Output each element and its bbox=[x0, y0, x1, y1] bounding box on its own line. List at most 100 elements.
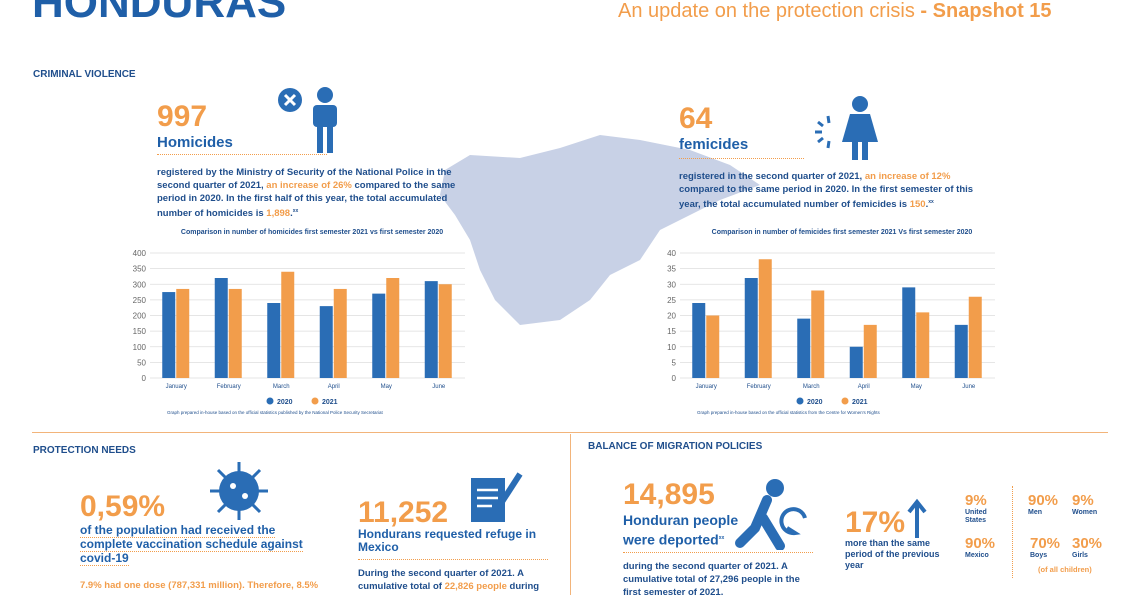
footnote: xx bbox=[292, 208, 299, 214]
stat-number: 0,59% bbox=[80, 490, 166, 523]
bar bbox=[692, 303, 706, 378]
x-tick-label: March bbox=[803, 384, 820, 390]
stat-label: Homicides bbox=[157, 134, 327, 155]
chart-title: Comparison in number of femicides first … bbox=[712, 229, 973, 236]
stat-number: 997 bbox=[157, 100, 208, 133]
stat-number: 17% bbox=[845, 506, 906, 539]
stat-number: 11,252 bbox=[358, 496, 449, 529]
deport-icon bbox=[735, 479, 807, 550]
bar bbox=[902, 287, 916, 378]
text: . bbox=[925, 199, 929, 211]
stat: 90% Mexico bbox=[965, 535, 1005, 560]
bar bbox=[319, 306, 333, 378]
stat-text: more than the same period of the previou… bbox=[845, 538, 940, 570]
y-tick-label: 0 bbox=[142, 374, 147, 383]
y-tick-label: 150 bbox=[133, 327, 147, 336]
text: registered by the Ministry of Security o… bbox=[157, 167, 452, 191]
highlight: 1,898 bbox=[266, 208, 291, 220]
chart: Comparison in number of femicides first … bbox=[667, 229, 995, 415]
separator bbox=[1012, 486, 1013, 578]
chart: Comparison in number of homicides first … bbox=[133, 229, 465, 415]
text: compared to the same period in 2020. In … bbox=[157, 180, 456, 220]
highlight: 22,826 people bbox=[444, 581, 507, 592]
text: Honduran people were deported bbox=[623, 512, 739, 548]
stat-label: Hondurans requested refuge in Mexico bbox=[358, 528, 548, 560]
bar bbox=[386, 278, 400, 378]
text: during bbox=[506, 581, 540, 592]
stat-value: 9% bbox=[1072, 492, 1094, 509]
y-tick-label: 250 bbox=[133, 296, 147, 305]
icon bbox=[815, 96, 878, 160]
footnote: xx bbox=[928, 199, 934, 205]
bar bbox=[706, 315, 720, 378]
document-icon bbox=[471, 472, 523, 522]
stat-number: 64 bbox=[679, 102, 713, 135]
stat-text: during the second quarter of 2021. A cum… bbox=[623, 561, 800, 595]
stat-label: Mexico bbox=[965, 552, 989, 559]
y-tick-label: 20 bbox=[667, 312, 676, 321]
subtitle-bold: - Snapshot 15 bbox=[920, 0, 1052, 22]
stat-label: femicides bbox=[679, 136, 804, 159]
stat-text: registered by the Ministry of Security o… bbox=[157, 166, 457, 220]
stat-label: Women bbox=[1072, 509, 1098, 516]
x-tick-label: May bbox=[911, 384, 922, 390]
text: registered in the second quarter of 2021… bbox=[679, 171, 865, 182]
y-tick-label: 100 bbox=[133, 343, 147, 352]
section-heading: CRIMINAL VIOLENCE bbox=[33, 69, 136, 80]
x-tick-label: June bbox=[432, 384, 446, 390]
x-tick-label: April bbox=[858, 384, 870, 390]
bar bbox=[916, 312, 930, 378]
legend-marker bbox=[841, 397, 849, 405]
subtitle-text: An update on the protection crisis bbox=[618, 0, 915, 22]
y-tick-label: 0 bbox=[672, 374, 677, 383]
arrow-icon bbox=[907, 498, 927, 538]
x-tick-label: January bbox=[166, 384, 187, 390]
text: compared to the same period in 2020. In … bbox=[679, 184, 974, 211]
legend-label: 2021 bbox=[852, 399, 868, 406]
y-tick-label: 40 bbox=[667, 249, 676, 258]
text: . bbox=[290, 208, 293, 220]
bar bbox=[214, 278, 228, 378]
legend-label: 2020 bbox=[807, 399, 823, 406]
stat-value: 9% bbox=[965, 492, 987, 509]
y-tick-label: 200 bbox=[133, 312, 147, 321]
bar bbox=[438, 284, 452, 378]
title: HONDURAS bbox=[32, 0, 287, 27]
highlight: 150 bbox=[909, 199, 926, 211]
stat: 90% Men bbox=[1028, 492, 1068, 517]
note: 7.9% had one dose (787,331 million). The… bbox=[80, 580, 319, 591]
bar bbox=[281, 271, 295, 378]
bar bbox=[811, 290, 825, 378]
map-shape bbox=[440, 135, 760, 325]
virus-icon bbox=[210, 462, 268, 520]
legend-marker bbox=[266, 397, 274, 405]
bar bbox=[162, 292, 176, 378]
y-tick-label: 25 bbox=[667, 296, 676, 305]
stat-label: Men bbox=[1028, 509, 1042, 516]
bar bbox=[744, 278, 758, 378]
bar bbox=[863, 324, 877, 378]
y-tick-label: 350 bbox=[133, 265, 147, 274]
stat: 9% United States bbox=[965, 492, 1005, 525]
subtitle: An update on the protection crisis - Sna… bbox=[618, 0, 1052, 23]
icon bbox=[278, 87, 337, 153]
bar bbox=[424, 281, 438, 378]
divider bbox=[570, 434, 571, 595]
stat-value: 90% bbox=[1028, 492, 1059, 509]
section-heading: BALANCE OF MIGRATION POLICIES bbox=[588, 441, 763, 452]
y-tick-label: 15 bbox=[667, 327, 676, 336]
y-tick-label: 300 bbox=[133, 280, 147, 289]
stat-label: Girls bbox=[1072, 552, 1088, 559]
stat: 70% Boys bbox=[1030, 535, 1070, 560]
highlight: an increase of 26% bbox=[266, 180, 352, 191]
x-tick-label: January bbox=[696, 384, 717, 390]
bar bbox=[954, 324, 968, 378]
legend-marker bbox=[311, 397, 319, 405]
y-tick-label: 10 bbox=[667, 343, 676, 352]
stat: 30% Girls bbox=[1072, 535, 1112, 560]
footnote: xx bbox=[718, 535, 725, 541]
x-tick-label: March bbox=[273, 384, 290, 390]
bar bbox=[968, 296, 982, 378]
bar bbox=[333, 288, 347, 378]
